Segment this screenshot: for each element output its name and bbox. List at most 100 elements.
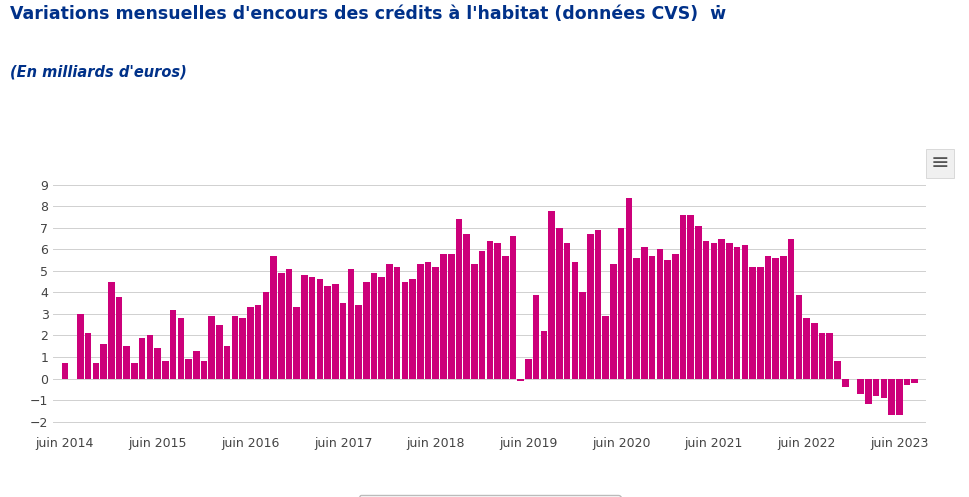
Bar — [232, 316, 238, 379]
Bar — [695, 226, 701, 379]
Bar — [818, 333, 825, 379]
Bar — [510, 237, 516, 379]
Bar — [641, 247, 647, 379]
Bar — [911, 379, 917, 383]
Text: (En milliards d'euros): (En milliards d'euros) — [10, 65, 186, 80]
Bar — [594, 230, 601, 379]
Bar — [479, 251, 484, 379]
Bar — [672, 253, 678, 379]
Bar — [316, 279, 323, 379]
Bar — [440, 253, 447, 379]
Bar — [633, 258, 640, 379]
Bar — [718, 239, 724, 379]
Bar — [664, 260, 671, 379]
Bar — [710, 243, 716, 379]
Bar — [162, 361, 169, 379]
Bar — [733, 247, 739, 379]
Bar — [154, 348, 161, 379]
Bar — [656, 249, 663, 379]
Bar — [286, 269, 292, 379]
Bar — [255, 305, 261, 379]
Bar — [864, 379, 871, 405]
Bar — [216, 325, 223, 379]
Bar — [409, 279, 416, 379]
Bar — [92, 363, 99, 379]
Bar — [787, 239, 794, 379]
Bar — [602, 316, 609, 379]
Bar — [424, 262, 431, 379]
Bar — [895, 379, 902, 415]
Bar — [810, 323, 817, 379]
Bar — [84, 333, 91, 379]
Text: ≡: ≡ — [929, 153, 949, 173]
Bar — [347, 269, 354, 379]
Bar — [455, 219, 462, 379]
Bar — [355, 305, 361, 379]
Bar — [826, 333, 832, 379]
Bar — [463, 234, 469, 379]
Legend: Variations d'encours mensuelles cvs: Variations d'encours mensuelles cvs — [359, 496, 620, 497]
Bar — [378, 277, 385, 379]
Bar — [872, 379, 879, 396]
Bar — [263, 292, 268, 379]
Text: Variations mensuelles d'encours des crédits à l'habitat (données CVS)  ẇ: Variations mensuelles d'encours des créd… — [10, 5, 725, 23]
Bar — [748, 266, 755, 379]
Bar — [278, 273, 284, 379]
Bar — [300, 275, 307, 379]
Bar — [239, 318, 246, 379]
Bar — [610, 264, 616, 379]
Bar — [293, 308, 299, 379]
Bar — [779, 256, 786, 379]
Bar — [417, 264, 423, 379]
Bar — [679, 215, 686, 379]
Bar — [563, 243, 570, 379]
Bar — [339, 303, 346, 379]
Bar — [540, 331, 547, 379]
Bar — [432, 266, 439, 379]
Bar — [880, 379, 887, 398]
Bar — [139, 337, 145, 379]
Bar — [571, 262, 578, 379]
Bar — [131, 363, 138, 379]
Bar — [448, 253, 454, 379]
Bar — [555, 228, 562, 379]
Bar — [471, 264, 477, 379]
Bar — [771, 258, 778, 379]
Bar — [146, 335, 153, 379]
Bar — [401, 282, 408, 379]
Bar — [494, 243, 500, 379]
Bar — [547, 211, 554, 379]
Bar — [201, 361, 207, 379]
Bar — [888, 379, 894, 415]
Bar — [903, 379, 909, 385]
Bar — [802, 318, 809, 379]
Bar — [331, 284, 338, 379]
Bar — [516, 379, 523, 381]
Bar — [833, 361, 840, 379]
Bar — [115, 297, 122, 379]
Bar — [370, 273, 377, 379]
Bar — [740, 245, 747, 379]
Bar — [393, 266, 400, 379]
Bar — [625, 198, 632, 379]
Bar — [77, 314, 83, 379]
Bar — [486, 241, 492, 379]
Bar — [170, 310, 176, 379]
Bar — [703, 241, 708, 379]
Bar — [208, 316, 215, 379]
Bar — [123, 346, 130, 379]
Bar — [62, 363, 68, 379]
Bar — [324, 286, 330, 379]
Bar — [524, 359, 531, 379]
Bar — [648, 256, 655, 379]
Bar — [108, 282, 114, 379]
Bar — [270, 256, 276, 379]
Bar — [247, 308, 253, 379]
Bar — [687, 215, 693, 379]
Bar — [586, 234, 593, 379]
Bar — [532, 295, 539, 379]
Bar — [857, 379, 863, 394]
Bar — [756, 266, 763, 379]
Bar — [726, 243, 732, 379]
Bar — [386, 264, 392, 379]
